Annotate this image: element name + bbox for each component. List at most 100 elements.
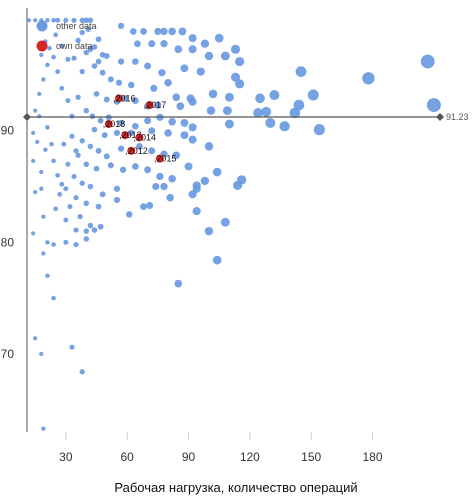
other-data-point [160,27,168,36]
other-data-point [295,66,307,77]
other-data-point [59,85,65,91]
other-data-point [99,51,106,58]
other-data-point [35,139,40,145]
own-data-point-label: ,2012 [125,146,148,156]
reference-line-left-marker [23,113,31,122]
other-data-point [51,242,56,247]
y-tick-labels: 70 80 90 [1,124,15,361]
other-data-point [134,40,141,48]
other-data-point [27,18,32,23]
other-data-point [119,166,127,173]
other-data-point [37,91,42,97]
other-data-point [132,163,139,170]
legend-swatch-other-data [36,20,48,32]
other-data-point [51,158,56,164]
other-data-point [65,98,71,104]
other-data-point [253,108,263,118]
other-data-point [73,148,79,154]
other-data-point [172,93,181,102]
other-data-point [146,201,154,209]
other-data-point [39,52,44,58]
other-data-point [91,126,98,133]
other-data-point [154,101,162,109]
other-data-point [121,95,129,102]
x-tick-label: 90 [182,450,196,464]
other-data-point [224,92,234,102]
other-data-point [208,89,218,99]
other-data-point [79,138,85,144]
other-data-point [65,56,71,62]
other-data-point [45,240,50,245]
other-data-point [59,43,65,49]
other-data-point [160,40,168,48]
other-data-point [79,29,85,36]
other-data-point [39,169,44,175]
other-data-point [63,239,69,245]
other-data-point [160,182,168,191]
other-data-point [59,181,65,187]
other-data-point [237,175,247,185]
other-data-point [180,119,189,127]
other-data-point [75,94,81,100]
other-data-point [63,186,69,192]
other-data-point [200,176,210,186]
other-data-point [63,17,69,23]
own-data-point-label: ,2016 [113,93,136,103]
other-data-point [148,147,156,155]
other-data-point [158,69,166,77]
other-data-point [83,17,90,24]
reference-line-value-label: 91.23 [446,112,469,122]
x-tick-label: 60 [121,450,135,464]
other-data-point [87,17,94,24]
other-data-point [279,121,290,132]
other-data-point [53,32,58,38]
other-data-point [55,69,61,74]
other-data-point [33,108,38,113]
other-data-point [261,106,272,117]
other-data-point [196,67,205,76]
other-data-point [214,33,224,43]
other-data-point [168,27,176,36]
other-data-point [103,96,110,103]
other-data-point [107,76,114,83]
other-data-point [99,69,106,76]
other-data-point [235,56,245,67]
other-data-point [176,102,185,111]
other-data-point [87,183,94,190]
other-data-point [83,49,90,56]
other-data-point [49,141,54,147]
other-data-point [144,117,152,125]
other-data-point [148,40,156,48]
other-data-point [130,28,137,35]
other-data-point [132,58,139,65]
x-tick-label: 150 [301,450,321,464]
other-data-point [31,158,36,163]
other-data-point [91,44,98,50]
other-data-point [33,190,38,195]
other-data-point [117,22,125,30]
other-data-point [61,141,67,147]
other-data-point [55,17,61,23]
x-tick-label: 180 [363,450,383,464]
x-tick-label: 30 [59,450,73,464]
other-data-point [69,133,75,139]
x-axis-label: Рабочая нагрузка, количество операций [114,480,357,495]
other-data-point [51,295,56,301]
other-data-point [117,119,125,127]
other-data-point [91,227,98,233]
other-data-point [188,97,197,106]
other-data-point [97,223,104,230]
other-data-point [95,58,102,65]
other-data-point [89,113,96,120]
other-data-point [93,91,100,97]
other-data-point [85,26,92,32]
other-data-point [87,46,94,53]
other-data-point [144,166,152,174]
other-data-point [55,172,61,178]
y-tick-label: 70 [1,347,15,361]
other-data-point [420,54,435,69]
other-data-point [174,45,183,54]
other-data-point [230,44,241,54]
other-data-point [63,217,69,223]
